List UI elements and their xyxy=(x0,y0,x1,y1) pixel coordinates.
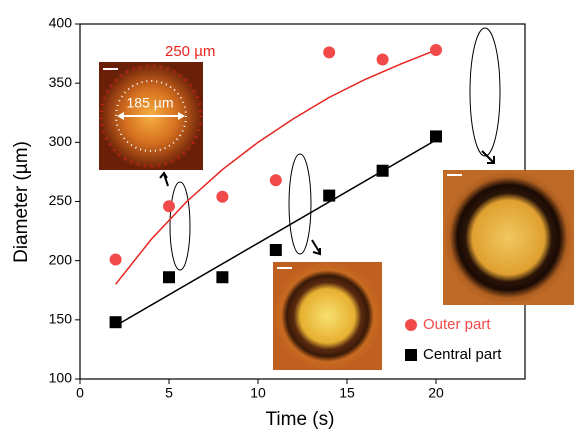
marker xyxy=(109,253,122,266)
marker xyxy=(323,189,336,202)
inner-circle xyxy=(115,80,187,152)
legend-label: Central part xyxy=(423,346,502,363)
marker xyxy=(216,190,229,203)
marker xyxy=(163,200,175,213)
arrow-head xyxy=(117,112,185,120)
legend-label: Outer part xyxy=(423,316,491,333)
x-tick-label: 20 xyxy=(428,385,444,401)
y-tick-label: 150 xyxy=(49,311,73,327)
highlight-ellipse xyxy=(288,153,312,255)
marker xyxy=(109,316,122,329)
marker xyxy=(269,174,282,187)
legend-marker xyxy=(405,349,417,361)
x-tick-label: 0 xyxy=(76,385,84,401)
x-axis-label: Time (s) xyxy=(266,409,335,430)
y-tick-label: 100 xyxy=(49,370,73,386)
marker xyxy=(216,271,229,284)
y-tick-label: 300 xyxy=(49,133,73,149)
outer-label: 250 µm xyxy=(165,43,215,60)
fit-line xyxy=(115,49,437,285)
marker xyxy=(269,244,282,257)
inner-label: 185 µm xyxy=(127,95,174,111)
arrow xyxy=(311,239,321,256)
y-tick-label: 350 xyxy=(49,74,73,90)
y-tick-label: 250 xyxy=(49,192,73,208)
arrow xyxy=(481,150,495,164)
marker xyxy=(376,164,389,177)
x-tick-label: 5 xyxy=(165,385,173,401)
y-tick-label: 400 xyxy=(49,15,73,31)
marker xyxy=(376,53,389,66)
inset-image xyxy=(443,170,574,305)
y-axis-label: Diameter (µm) xyxy=(11,141,32,263)
highlight-ellipse xyxy=(469,27,501,157)
highlight-ellipse xyxy=(169,181,191,271)
marker xyxy=(430,44,442,57)
legend-marker xyxy=(405,319,417,331)
marker xyxy=(430,130,442,143)
x-tick-label: 10 xyxy=(250,385,266,401)
marker xyxy=(323,46,336,59)
outer-circle xyxy=(99,64,203,168)
x-tick-label: 15 xyxy=(339,385,355,401)
insets: 185 µm 250 µm xyxy=(99,27,574,370)
y-tick-label: 200 xyxy=(49,251,73,267)
inset-image xyxy=(273,262,382,370)
marker xyxy=(163,271,175,284)
arrow xyxy=(159,171,169,187)
